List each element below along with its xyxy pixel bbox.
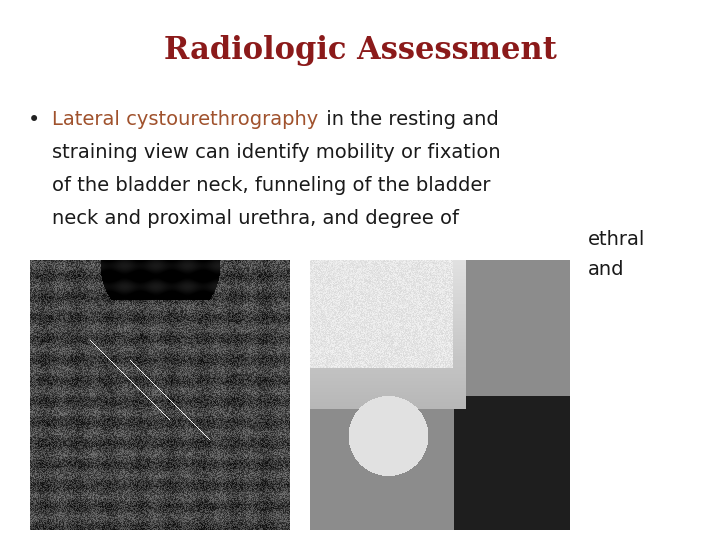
Text: straining view can identify mobility or fixation: straining view can identify mobility or … [52,143,500,162]
Text: in the resting and: in the resting and [320,110,499,129]
Text: Lateral cystourethrography: Lateral cystourethrography [52,110,318,129]
Text: ethral: ethral [588,230,645,249]
Text: •: • [28,110,40,130]
Text: of the bladder neck, funneling of the bladder: of the bladder neck, funneling of the bl… [52,176,490,195]
Text: and: and [588,260,624,279]
Text: Radiologic Assessment: Radiologic Assessment [163,35,557,66]
Text: neck and proximal urethra, and degree of: neck and proximal urethra, and degree of [52,209,459,228]
